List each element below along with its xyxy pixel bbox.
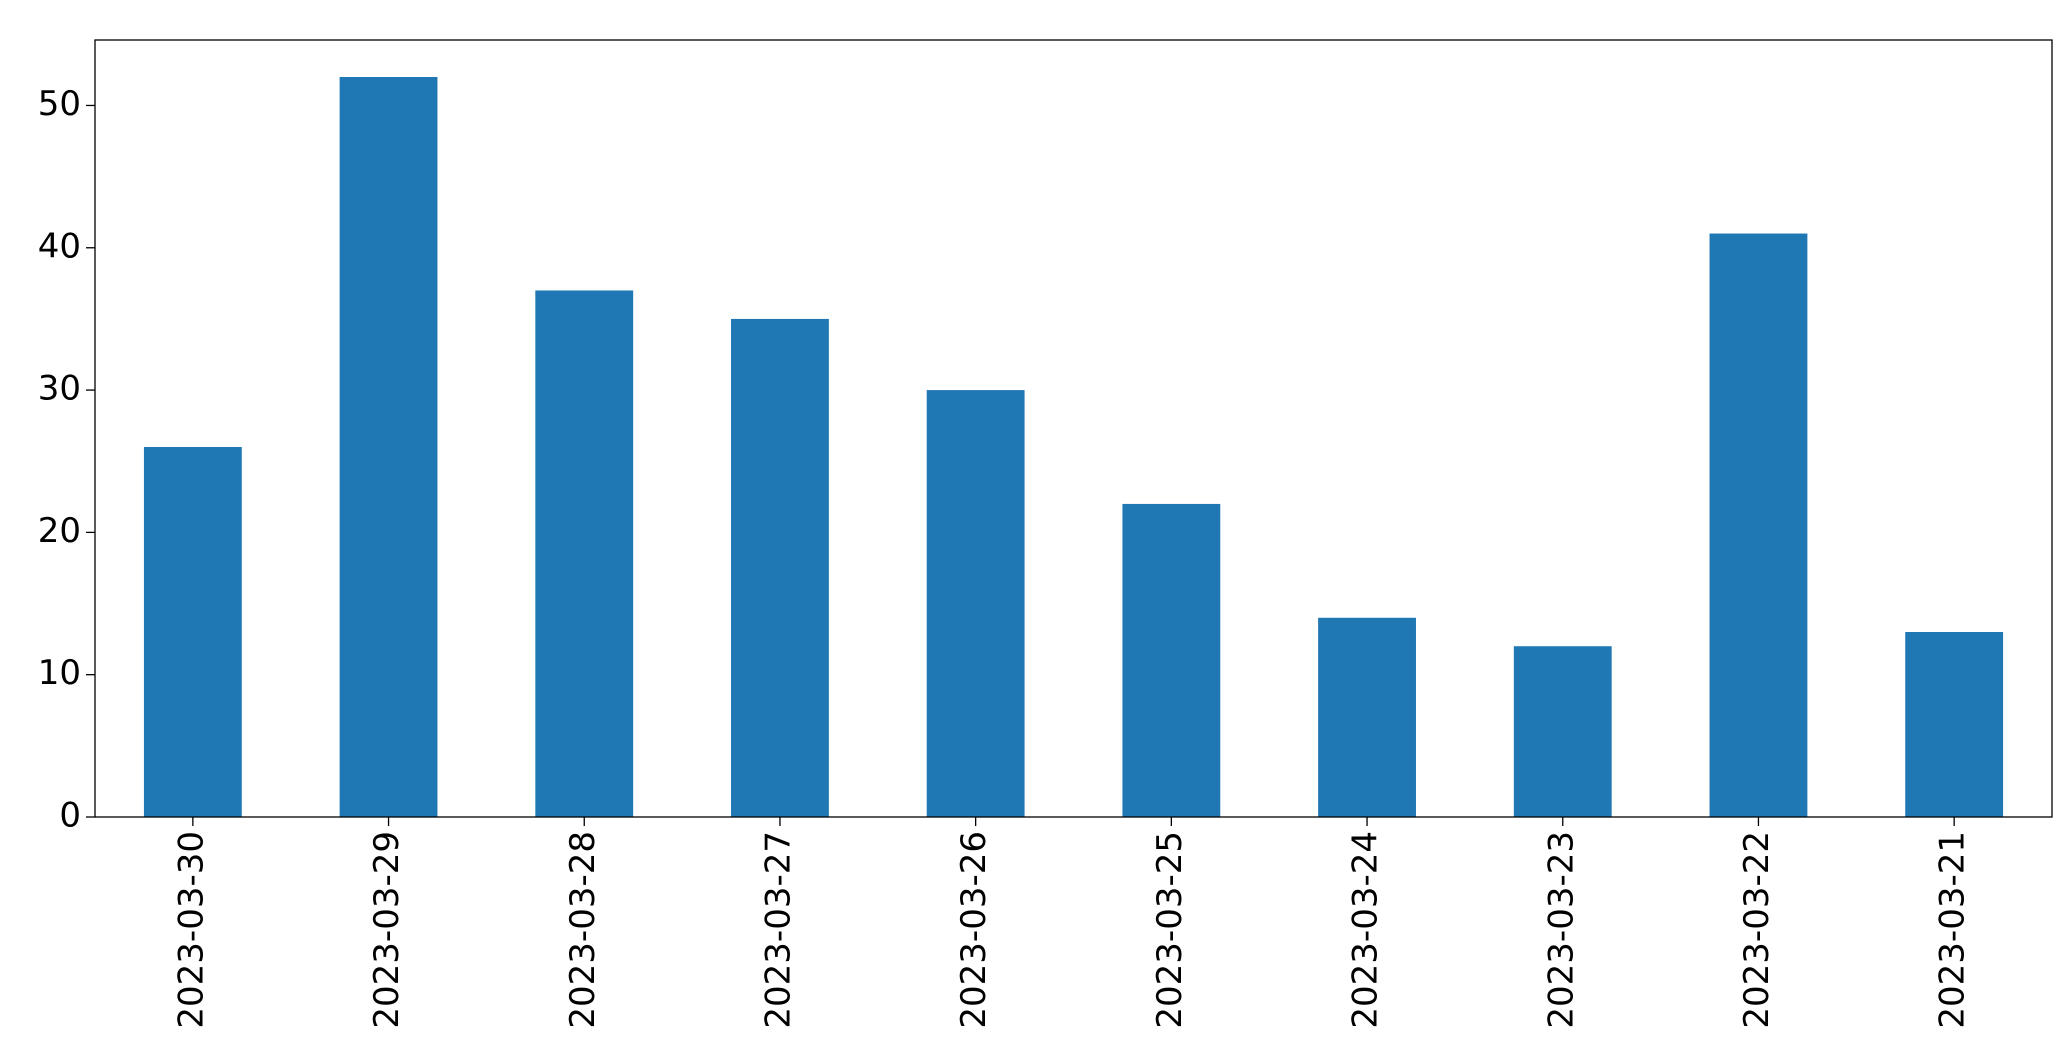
- y-tick-label: 0: [59, 796, 81, 836]
- y-tick-label: 20: [38, 511, 81, 551]
- x-tick-label: 2023-03-28: [563, 831, 603, 1029]
- bar: [926, 390, 1025, 817]
- bar: [1513, 646, 1612, 817]
- y-tick-label: 40: [38, 226, 81, 266]
- x-tick-label: 2023-03-27: [758, 831, 798, 1029]
- bar: [1122, 503, 1221, 817]
- x-tick-label: 2023-03-23: [1541, 831, 1581, 1029]
- bar: [1709, 233, 1808, 818]
- bar: [1318, 617, 1416, 817]
- bar: [339, 77, 438, 817]
- plot-frame: [94, 39, 2053, 818]
- x-tick-label: 2023-03-29: [367, 831, 407, 1029]
- y-tick-label: 10: [38, 653, 81, 693]
- y-tick-label: 50: [38, 84, 81, 124]
- x-tick-label: 2023-03-21: [1933, 831, 1973, 1029]
- bar: [143, 447, 242, 817]
- x-tick-label: 2023-03-22: [1737, 831, 1777, 1029]
- x-tick-label: 2023-03-24: [1346, 831, 1386, 1029]
- x-tick-label: 2023-03-26: [954, 831, 994, 1029]
- x-tick-label: 2023-03-30: [171, 831, 211, 1029]
- x-tick-label: 2023-03-25: [1150, 831, 1190, 1029]
- bar: [535, 290, 634, 817]
- bar: [731, 318, 829, 817]
- bar: [1905, 632, 2004, 817]
- y-tick-label: 30: [38, 369, 81, 409]
